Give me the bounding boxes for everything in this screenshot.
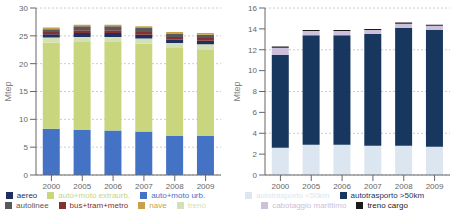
svg-text:2006: 2006	[333, 182, 351, 191]
html-text:cabotaggio marittimo: cabotaggio marittimo	[272, 201, 347, 210]
svg-text:0: 0	[253, 171, 258, 180]
html-text:aereo: aereo	[16, 191, 38, 200]
svg-text:10: 10	[248, 66, 257, 75]
svg-text:6: 6	[253, 108, 258, 117]
html-text:treno cargo: treno cargo	[367, 201, 408, 210]
html-text:bus+tram+metro: bus+tram+metro	[69, 201, 129, 210]
svg-text:2006: 2006	[104, 182, 122, 191]
svg-text:0: 0	[24, 171, 29, 180]
html-text:autolinee: autolinee	[16, 201, 49, 210]
svg-text:30: 30	[19, 4, 28, 13]
svg-text:25: 25	[19, 32, 28, 41]
svg-text:12: 12	[248, 46, 257, 55]
svg-text:2007: 2007	[364, 182, 382, 191]
html-text:autotrasporto <50km: autotrasporto <50km	[255, 191, 330, 200]
svg-text:2: 2	[253, 150, 258, 159]
svg-text:2009: 2009	[426, 182, 444, 191]
html-text:auto+moto extraurb.: auto+moto extraurb.	[58, 191, 131, 200]
svg-text:5: 5	[24, 143, 29, 152]
svg-text:2008: 2008	[166, 182, 184, 191]
svg-text:2005: 2005	[73, 182, 91, 191]
svg-text:14: 14	[248, 25, 257, 34]
svg-text:Mtep: Mtep	[232, 81, 242, 101]
svg-text:2007: 2007	[135, 182, 153, 191]
svg-text:16: 16	[248, 4, 257, 13]
svg-text:8: 8	[253, 87, 258, 96]
html-text:nave: nave	[149, 201, 167, 210]
svg-text:10: 10	[19, 115, 28, 124]
svg-text:2000: 2000	[43, 182, 61, 191]
svg-text:20: 20	[19, 60, 28, 69]
svg-text:2009: 2009	[197, 182, 215, 191]
svg-text:15: 15	[19, 87, 28, 96]
html-text:auto+moto urb.: auto+moto urb.	[151, 191, 206, 200]
svg-text:2008: 2008	[395, 182, 413, 191]
svg-text:2000: 2000	[272, 182, 290, 191]
svg-text:4: 4	[253, 129, 258, 138]
html-text:autotrasporto >50km: autotrasporto >50km	[350, 191, 425, 200]
svg-text:Mtep: Mtep	[8, 81, 13, 101]
svg-text:2005: 2005	[302, 182, 320, 191]
html-text:treno: treno	[187, 201, 206, 210]
